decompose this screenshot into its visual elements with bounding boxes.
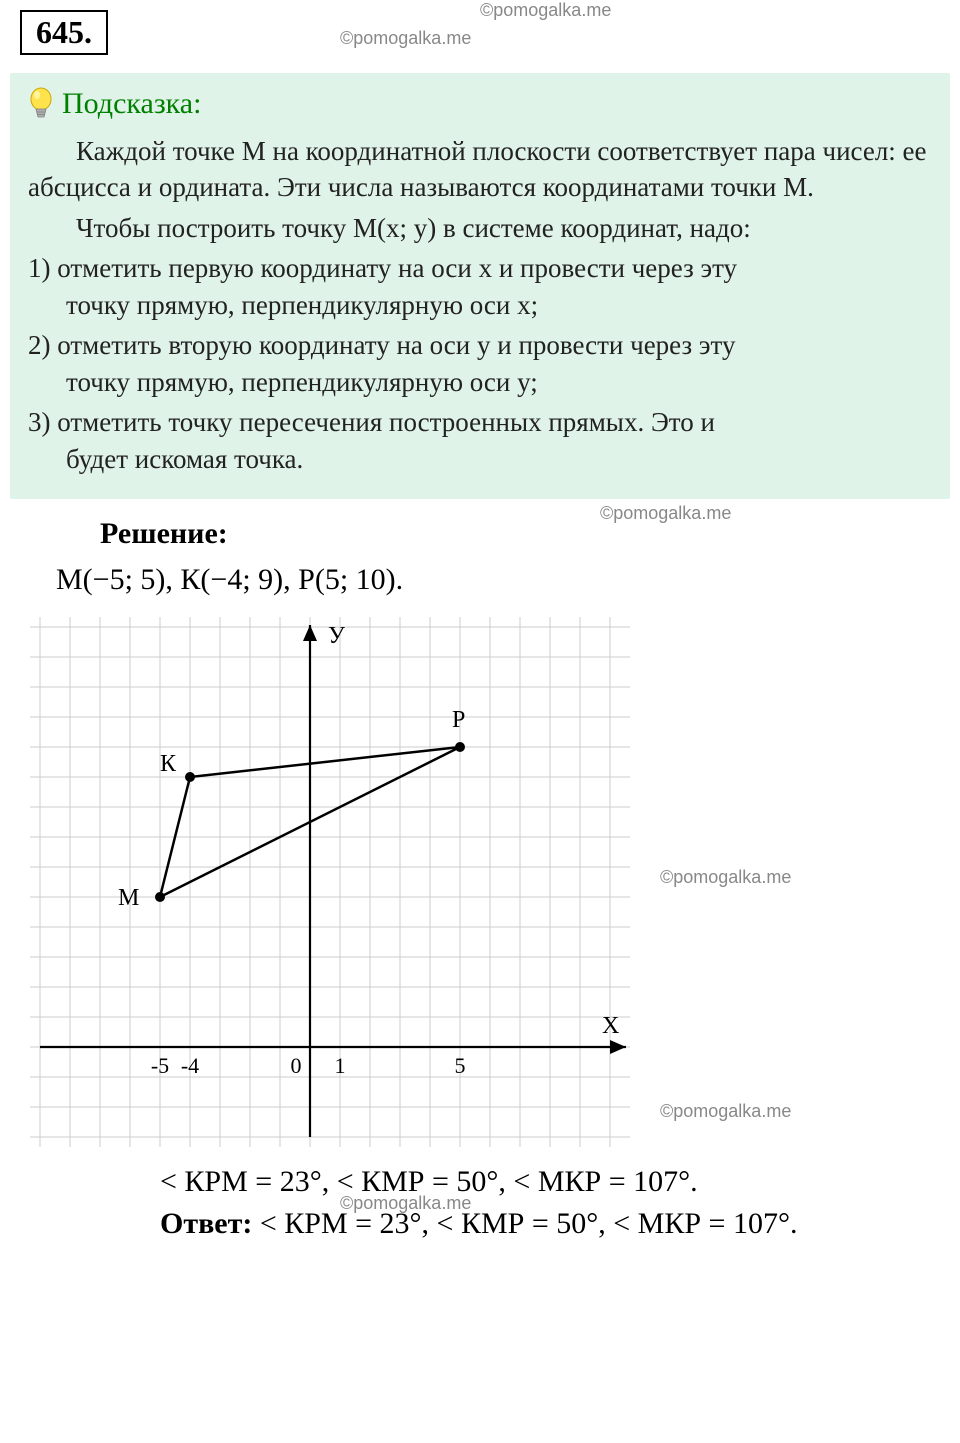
hint-paragraph-2: Чтобы построить точку М(х; у) в системе … [28, 210, 932, 246]
hint-item-2-line-1: 2) отметить вторую координату на оси у и… [28, 330, 735, 360]
hint-item-3-line-2: будет искомая точка. [28, 441, 932, 477]
svg-text:К: К [160, 751, 177, 777]
hint-item-1-line-2: точку прямую, перпендикулярную оси х; [28, 287, 932, 323]
solution-title: Решение: [100, 517, 940, 551]
hint-item-3-line-1: 3) отметить точку пересечения построенны… [28, 407, 715, 437]
svg-text:1: 1 [335, 1053, 346, 1078]
hint-item-2: 2) отметить вторую координату на оси у и… [28, 327, 932, 400]
hint-item-2-line-2: точку прямую, перпендикулярную оси у; [28, 364, 932, 400]
watermark-solution-2: ©pomogalka.me [660, 867, 791, 888]
angles-line: < КРМ = 23°, < КМР = 50°, < МКР = 107°. [160, 1165, 940, 1199]
hint-item-3: 3) отметить точку пересечения построенны… [28, 404, 932, 477]
answer-label: Ответ: [160, 1207, 252, 1240]
hint-body: Каждой точке М на координатной плоскости… [28, 133, 932, 477]
coordinate-chart: У Х -5 -4 0 1 5 М К Р [20, 607, 640, 1157]
watermark-solution-1: ©pomogalka.me [600, 503, 731, 524]
hint-item-1-line-1: 1) отметить первую координату на оси х и… [28, 253, 737, 283]
svg-text:0: 0 [291, 1053, 302, 1078]
watermark-top-1: ©pomogalka.me [480, 0, 611, 21]
points-line: М(−5; 5), К(−4; 9), Р(5; 10). [56, 563, 940, 597]
answer-line: Ответ: < КРМ = 23°, < КМР = 50°, < МКР =… [160, 1207, 940, 1241]
hint-box: Подсказка: Каждой точке М на координатно… [10, 73, 950, 499]
svg-text:У: У [328, 623, 345, 649]
svg-text:-5: -5 [151, 1053, 169, 1078]
svg-text:5: 5 [455, 1053, 466, 1078]
svg-text:Х: Х [602, 1013, 619, 1039]
hint-paragraph-1: Каждой точке М на координатной плоскости… [28, 133, 932, 206]
bulb-icon [28, 87, 54, 121]
watermark-solution-3: ©pomogalka.me [660, 1101, 791, 1122]
chart-container: У Х -5 -4 0 1 5 М К Р ©pomogalka.me ©pomogalka.me [20, 607, 940, 1157]
problem-number: 645. [20, 10, 108, 55]
hint-title: Подсказка: [62, 87, 201, 121]
hint-item-1: 1) отметить первую координату на оси х и… [28, 250, 932, 323]
watermark-bottom: ©pomogalka.me [340, 1193, 471, 1214]
svg-text:-4: -4 [181, 1053, 199, 1078]
answer-text: < КРМ = 23°, < КМР = 50°, < МКР = 107°. [252, 1207, 797, 1240]
watermark-top-2: ©pomogalka.me [340, 28, 471, 49]
svg-text:Р: Р [452, 707, 465, 733]
svg-text:М: М [118, 885, 139, 911]
